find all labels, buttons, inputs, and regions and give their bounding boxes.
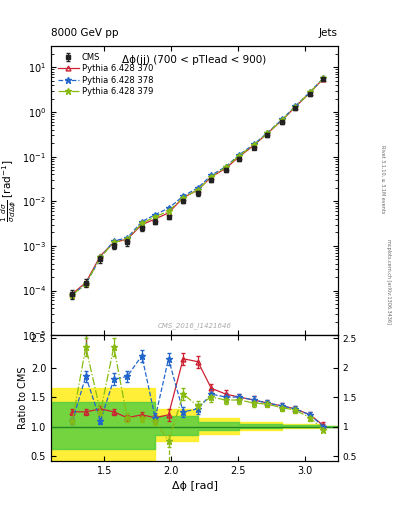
Text: Jets: Jets [319,28,338,38]
Pythia 6.428 370 [153,216,158,222]
Pythia 6.428 378 [181,193,185,199]
Pythia 6.428 378 [98,254,103,261]
Pythia 6.428 370 [112,239,116,245]
Pythia 6.428 379 [98,254,103,261]
Text: Rivet 3.1.10, ≥ 3.1M events: Rivet 3.1.10, ≥ 3.1M events [381,145,386,214]
Pythia 6.428 378 [83,281,88,287]
Pythia 6.428 378 [321,75,326,81]
Y-axis label: Ratio to CMS: Ratio to CMS [18,367,28,429]
Pythia 6.428 370 [293,104,298,110]
Pythia 6.428 378 [153,211,158,218]
Pythia 6.428 379 [153,214,158,220]
Pythia 6.428 378 [209,173,213,179]
Pythia 6.428 378 [125,235,130,241]
Legend: CMS, Pythia 6.428 370, Pythia 6.428 378, Pythia 6.428 379: CMS, Pythia 6.428 370, Pythia 6.428 378,… [55,50,156,99]
Pythia 6.428 370 [279,117,284,123]
Pythia 6.428 379 [293,103,298,110]
Pythia 6.428 379 [195,187,200,193]
Pythia 6.428 379 [166,208,171,214]
Text: mcplots.cern.ch [arXiv:1306.3436]: mcplots.cern.ch [arXiv:1306.3436] [386,239,391,324]
Pythia 6.428 378 [293,103,298,109]
Pythia 6.428 379 [237,153,242,159]
Pythia 6.428 379 [181,195,185,201]
Pythia 6.428 378 [237,152,242,158]
Pythia 6.428 379 [83,281,88,287]
Text: 8000 GeV pp: 8000 GeV pp [51,28,119,38]
X-axis label: Δϕ [rad]: Δϕ [rad] [171,481,218,491]
Pythia 6.428 370 [140,222,144,228]
Pythia 6.428 370 [83,280,88,286]
Pythia 6.428 379 [70,292,75,298]
Pythia 6.428 378 [112,238,116,244]
Pythia 6.428 370 [181,195,185,201]
Pythia 6.428 370 [209,174,213,180]
Pythia 6.428 378 [140,219,144,225]
Pythia 6.428 370 [308,90,312,96]
Pythia 6.428 370 [125,236,130,242]
Pythia 6.428 378 [166,205,171,211]
Pythia 6.428 378 [224,163,228,169]
Pythia 6.428 370 [166,210,171,216]
Pythia 6.428 379 [140,220,144,226]
Pythia 6.428 379 [252,142,256,148]
Text: Δϕ(jj) (700 < pTlead < 900): Δϕ(jj) (700 < pTlead < 900) [122,55,267,65]
Pythia 6.428 370 [70,291,75,297]
Pythia 6.428 378 [252,141,256,147]
Pythia 6.428 379 [209,174,213,180]
Pythia 6.428 378 [279,116,284,122]
Pythia 6.428 370 [321,76,326,82]
Pythia 6.428 370 [98,253,103,259]
Pythia 6.428 379 [279,117,284,123]
Pythia 6.428 379 [125,236,130,242]
Line: Pythia 6.428 379: Pythia 6.428 379 [69,75,327,298]
Pythia 6.428 378 [195,185,200,191]
Line: Pythia 6.428 378: Pythia 6.428 378 [69,75,327,298]
Pythia 6.428 370 [195,187,200,193]
Text: CMS_2016_I1421646: CMS_2016_I1421646 [158,323,231,329]
Pythia 6.428 379 [308,89,312,95]
Pythia 6.428 370 [224,165,228,172]
Pythia 6.428 370 [265,131,270,137]
Pythia 6.428 379 [112,239,116,245]
Line: Pythia 6.428 370: Pythia 6.428 370 [70,76,326,296]
Pythia 6.428 378 [70,292,75,298]
Pythia 6.428 370 [237,154,242,160]
Y-axis label: $\frac{1}{\sigma}\frac{d\sigma}{d\Delta\phi}$ [rad$^{-1}$]: $\frac{1}{\sigma}\frac{d\sigma}{d\Delta\… [0,159,19,222]
Pythia 6.428 370 [252,142,256,148]
Pythia 6.428 378 [265,130,270,136]
Pythia 6.428 378 [308,89,312,95]
Pythia 6.428 379 [321,75,326,81]
Pythia 6.428 379 [265,131,270,137]
Pythia 6.428 379 [224,164,228,170]
